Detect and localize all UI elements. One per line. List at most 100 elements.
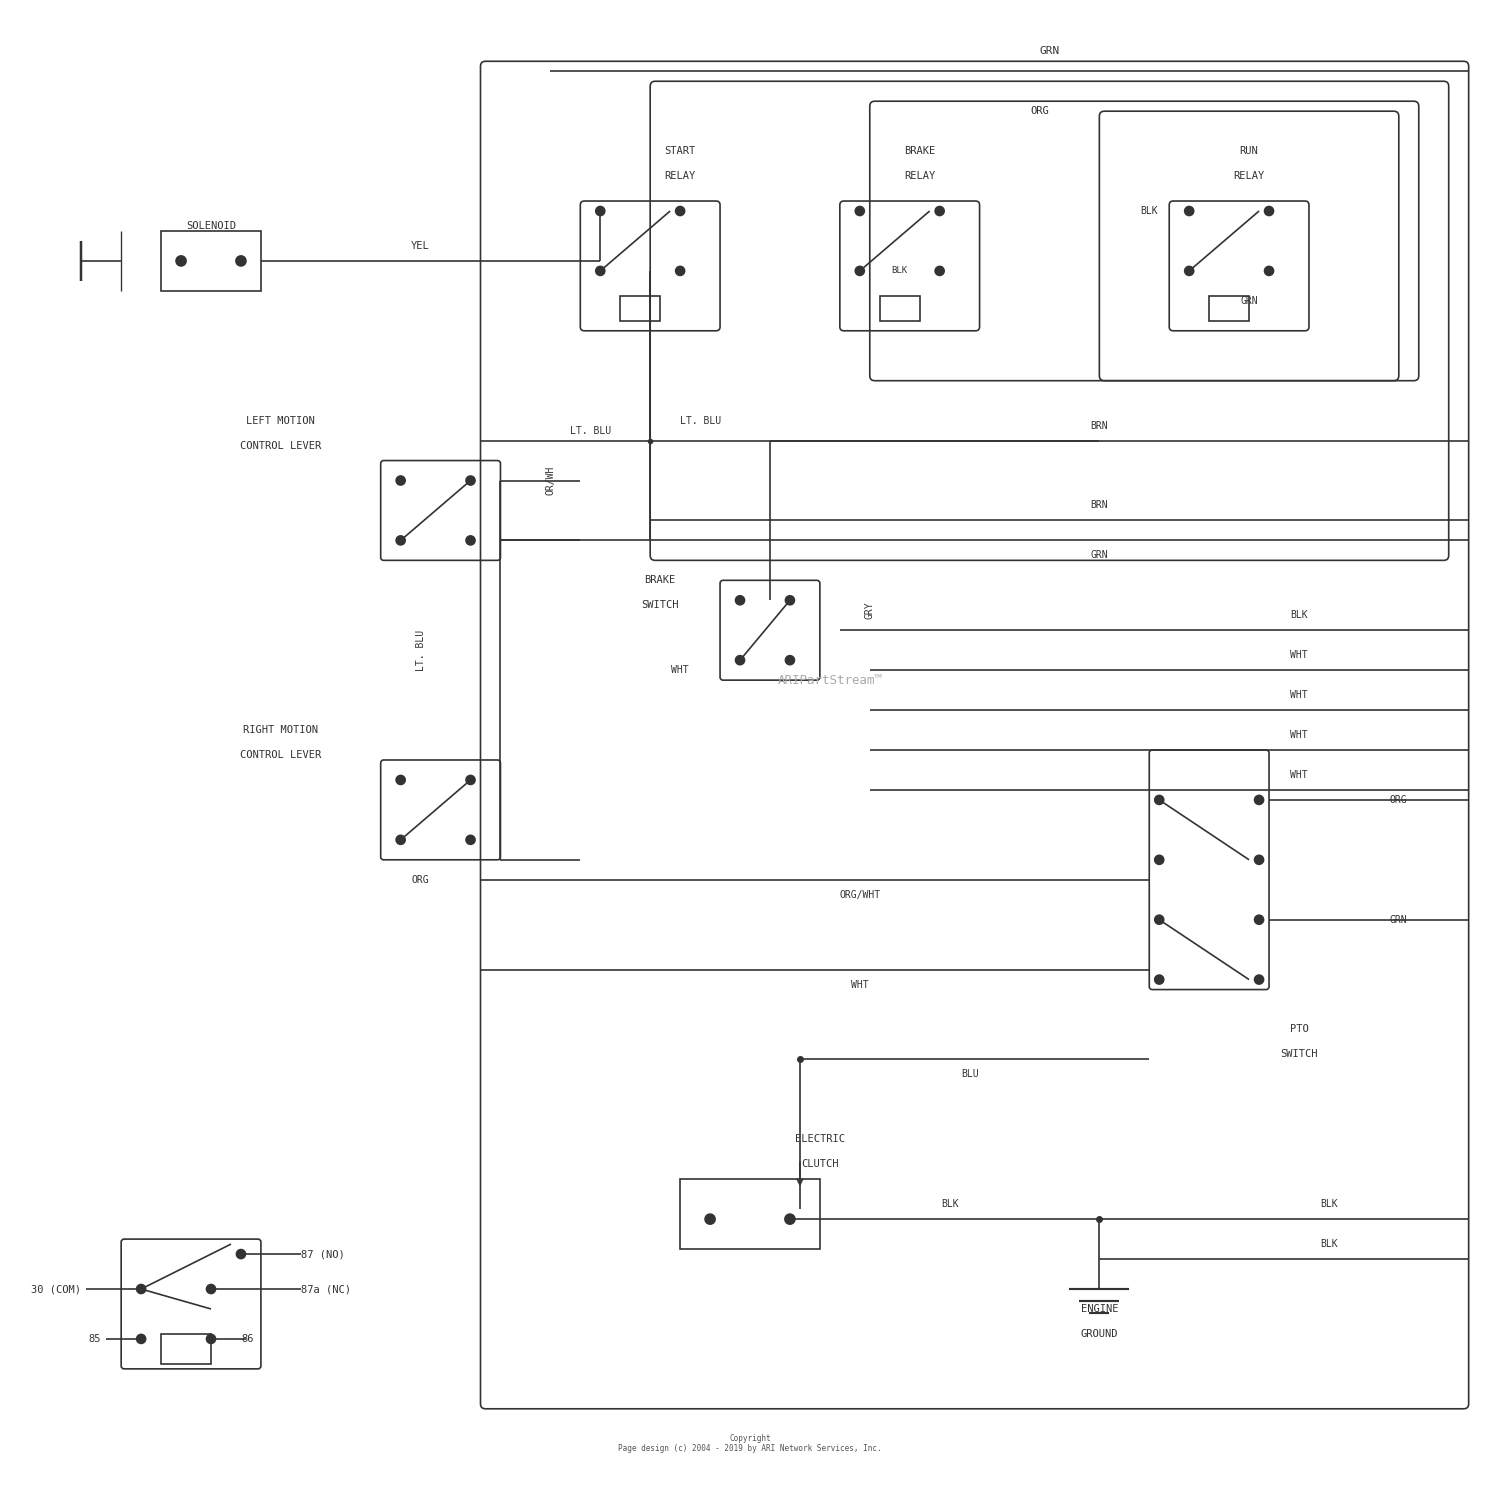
Circle shape [1254, 975, 1263, 985]
Circle shape [207, 1285, 216, 1294]
Text: 85: 85 [88, 1333, 101, 1344]
Text: RELAY: RELAY [664, 171, 696, 181]
Bar [620, 296, 660, 320]
Circle shape [237, 1250, 246, 1258]
Text: ELECTRIC: ELECTRIC [795, 1134, 844, 1145]
Text: BRAKE: BRAKE [904, 146, 936, 156]
Circle shape [1254, 855, 1263, 864]
Circle shape [1155, 796, 1164, 805]
Circle shape [1264, 266, 1274, 275]
Text: RELAY: RELAY [904, 171, 936, 181]
Text: Copyright
Page design (c) 2004 - 2019 by ARI Network Services, Inc.: Copyright Page design (c) 2004 - 2019 by… [618, 1434, 882, 1454]
Circle shape [466, 536, 476, 545]
Circle shape [396, 835, 405, 844]
Circle shape [596, 207, 604, 216]
Circle shape [396, 776, 405, 785]
Circle shape [396, 476, 405, 485]
Circle shape [207, 1335, 216, 1344]
Text: WHT: WHT [1290, 729, 1308, 740]
Text: SWITCH: SWITCH [642, 601, 680, 610]
Circle shape [786, 596, 795, 606]
Text: LEFT MOTION: LEFT MOTION [246, 415, 315, 426]
Circle shape [784, 1214, 795, 1225]
Text: ORG: ORG [1030, 106, 1048, 116]
Circle shape [396, 536, 405, 545]
Text: OR/WH: OR/WH [546, 465, 555, 495]
Text: 30 (COM): 30 (COM) [32, 1284, 81, 1294]
Text: WHT: WHT [1290, 651, 1308, 660]
Text: BLK: BLK [1320, 1199, 1338, 1210]
Text: CONTROL LEVER: CONTROL LEVER [240, 441, 321, 450]
Circle shape [466, 776, 476, 785]
Bar [160, 231, 261, 291]
Text: RUN: RUN [1239, 146, 1258, 156]
Text: ORG: ORG [1390, 794, 1407, 805]
Bar [1209, 296, 1249, 320]
Text: WHT: WHT [1290, 690, 1308, 701]
Circle shape [934, 207, 944, 216]
Circle shape [735, 596, 744, 606]
Text: BLK: BLK [1290, 610, 1308, 621]
Text: ENGINE: ENGINE [1080, 1305, 1118, 1314]
Text: GRN: GRN [1390, 915, 1407, 924]
Circle shape [466, 835, 476, 844]
Text: 86: 86 [242, 1333, 254, 1344]
Text: WHT: WHT [672, 666, 688, 675]
Text: BRN: BRN [1090, 500, 1108, 510]
Circle shape [675, 266, 684, 275]
Text: YEL: YEL [411, 242, 430, 251]
Circle shape [855, 207, 864, 216]
Circle shape [1155, 855, 1164, 864]
Text: SOLENOID: SOLENOID [186, 220, 236, 231]
Circle shape [1185, 207, 1194, 216]
Bar [680, 1179, 820, 1249]
Circle shape [675, 207, 684, 216]
Circle shape [855, 266, 864, 275]
Text: BLK: BLK [1320, 1240, 1338, 1249]
Text: LT. BLU: LT. BLU [680, 415, 722, 426]
Text: GRN: GRN [1040, 47, 1059, 56]
Circle shape [1254, 915, 1263, 924]
Text: BLK: BLK [891, 266, 908, 275]
Circle shape [1155, 915, 1164, 924]
Circle shape [1254, 796, 1263, 805]
Text: RIGHT MOTION: RIGHT MOTION [243, 725, 318, 735]
Circle shape [596, 266, 604, 275]
Text: WHT: WHT [850, 980, 868, 989]
Circle shape [735, 655, 744, 664]
Text: BLK: BLK [1140, 205, 1158, 216]
Text: LT. BLU: LT. BLU [416, 630, 426, 670]
Circle shape [136, 1285, 146, 1294]
Text: GROUND: GROUND [1080, 1329, 1118, 1339]
Text: CONTROL LEVER: CONTROL LEVER [240, 750, 321, 760]
Text: SWITCH: SWITCH [1280, 1049, 1317, 1060]
Text: BLK: BLK [940, 1199, 958, 1210]
Text: RELAY: RELAY [1233, 171, 1264, 181]
Text: GRN: GRN [1090, 550, 1108, 560]
Text: BRN: BRN [1090, 421, 1108, 430]
Circle shape [1185, 266, 1194, 275]
Bar [160, 1333, 212, 1364]
Text: ARIPartStream™: ARIPartStream™ [777, 673, 882, 687]
Text: LT. BLU: LT. BLU [570, 426, 610, 435]
Circle shape [786, 655, 795, 664]
Text: GRY: GRY [865, 601, 874, 619]
Text: 87 (NO): 87 (NO) [302, 1249, 345, 1259]
Circle shape [176, 255, 186, 266]
Circle shape [705, 1214, 716, 1225]
Text: CLUTCH: CLUTCH [801, 1160, 838, 1169]
Text: START: START [664, 146, 696, 156]
Text: PTO: PTO [1290, 1024, 1308, 1034]
Text: ORG/WHT: ORG/WHT [839, 889, 880, 900]
Circle shape [136, 1335, 146, 1344]
Text: GRN: GRN [1240, 296, 1258, 307]
Circle shape [934, 266, 944, 275]
Text: ORG: ORG [413, 874, 429, 885]
Text: WHT: WHT [1290, 770, 1308, 781]
Circle shape [1264, 207, 1274, 216]
Bar [880, 296, 920, 320]
Text: 87a (NC): 87a (NC) [302, 1284, 351, 1294]
Text: BRAKE: BRAKE [645, 575, 676, 586]
Circle shape [236, 255, 246, 266]
Text: BLU: BLU [962, 1069, 978, 1080]
